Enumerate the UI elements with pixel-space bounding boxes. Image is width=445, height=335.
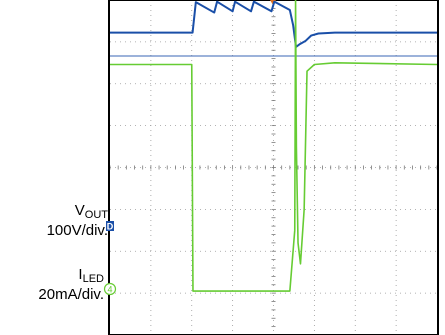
- plot-border: [108, 0, 439, 335]
- iled-label-main: I: [78, 266, 83, 283]
- iled-marker-text: 4: [107, 285, 112, 295]
- series-iled-line: [110, 0, 438, 292]
- vout-channel-marker: D: [106, 221, 114, 232]
- vout-label: VOUT 100V/div.: [47, 203, 108, 239]
- vout-scale: 100V/div.: [46, 222, 108, 239]
- iled-channel-marker: 4: [103, 282, 117, 296]
- series-vout-line: [110, 0, 437, 48]
- oscilloscope-grid: [109, 0, 438, 335]
- channel-markers: D4: [103, 221, 117, 296]
- iled-marker-circle: [103, 282, 117, 296]
- vout-marker-box: [106, 221, 114, 231]
- vout-label-main: V: [74, 202, 85, 219]
- vout-marker-text: D: [107, 222, 114, 232]
- traces: [110, 0, 438, 292]
- iled-scale: 20mA/div.: [38, 286, 104, 303]
- iled-label: ILED 20mA/div.: [38, 267, 104, 303]
- iled-label-sub: LED: [82, 273, 104, 285]
- vout-label-sub: OUT: [84, 209, 108, 221]
